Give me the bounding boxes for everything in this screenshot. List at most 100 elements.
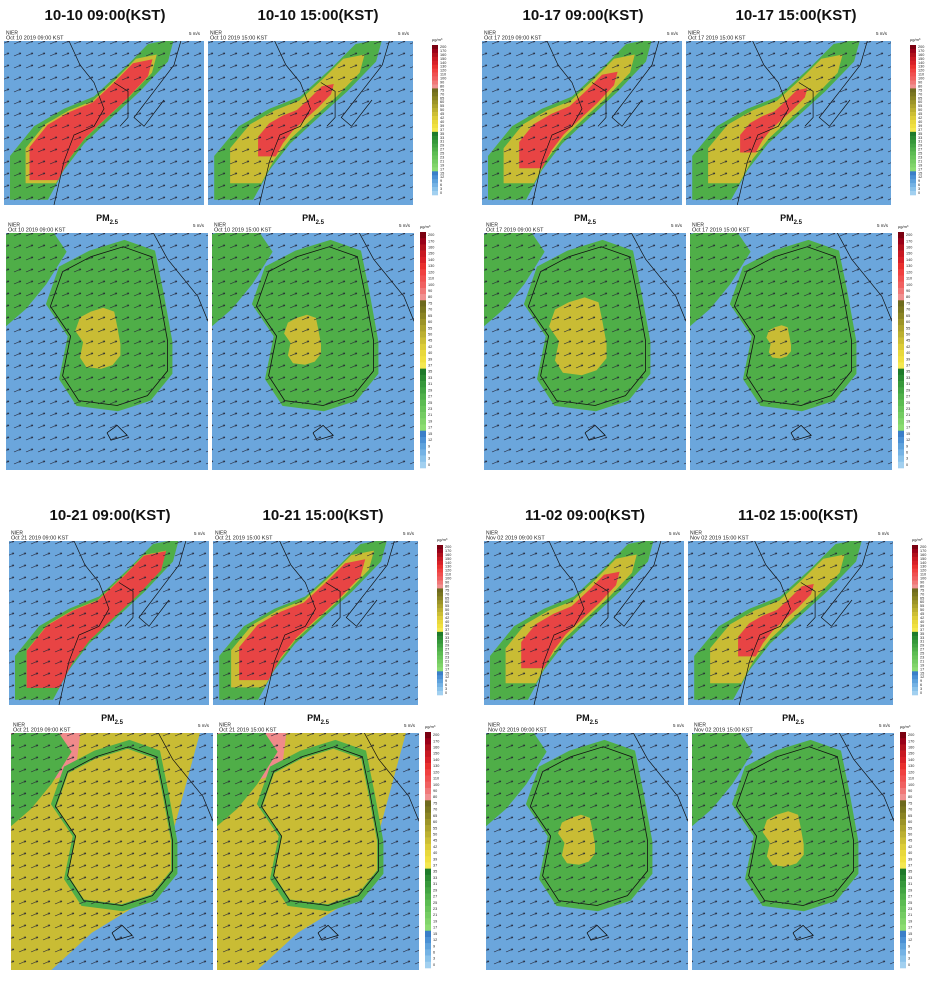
legend-swatch: [898, 306, 904, 314]
legend-label: 70: [440, 92, 444, 96]
legend-swatch: [910, 155, 916, 160]
legend-label: 50: [433, 832, 437, 836]
legend-swatch: [425, 943, 431, 950]
legend-swatch: [900, 775, 906, 782]
legend-swatch: [432, 112, 438, 117]
legend-label: 42: [918, 116, 922, 120]
legend-swatch: [898, 238, 904, 245]
legend-swatch: [420, 325, 426, 332]
legend-swatch: [900, 943, 906, 950]
legend-label: 0: [906, 463, 908, 467]
legend-swatch: [900, 738, 906, 745]
panel-title: 11-02 09:00(KST): [525, 507, 645, 524]
map: [4, 30, 204, 205]
legend-label: 110: [920, 573, 926, 577]
legend-label: 15: [920, 671, 924, 675]
legend-label: 31: [908, 882, 912, 886]
legend-swatch: [910, 52, 916, 58]
legend-swatch: [910, 92, 916, 97]
map: [217, 722, 419, 970]
legend-swatch: [898, 337, 904, 345]
legend-label: 45: [920, 612, 924, 616]
legend-swatch: [432, 104, 438, 109]
legend-swatch: [912, 588, 918, 593]
legend-label: 29: [906, 388, 910, 392]
legend-label: 70: [908, 808, 912, 812]
legend-swatch: [420, 393, 426, 400]
legend-label: 3: [920, 687, 922, 691]
legend-label: 200: [918, 45, 924, 49]
legend-swatch: [912, 675, 918, 680]
legend-swatch: [437, 616, 443, 621]
map-stamp: Oct 17 2019 15:00 KST: [692, 227, 750, 233]
legend-label: 39: [445, 624, 449, 628]
map: [212, 222, 414, 470]
legend-label: 35: [906, 370, 910, 374]
legend-label: 15: [433, 932, 437, 936]
legend-swatch: [900, 868, 906, 876]
legend-swatch: [898, 387, 904, 394]
legend-swatch: [912, 604, 918, 609]
legend-swatch: [420, 362, 426, 369]
legend-swatch: [437, 635, 443, 641]
pm-main: PM: [782, 713, 796, 723]
legend-swatch: [912, 639, 918, 644]
legend-swatch: [425, 738, 431, 745]
legend-label: 37: [428, 364, 432, 368]
legend-label: 110: [918, 73, 924, 77]
pm-main: PM: [307, 713, 321, 723]
legend-swatch: [437, 584, 443, 589]
legend-label: 65: [440, 96, 444, 100]
map-header: [213, 530, 418, 541]
legend-label: 27: [920, 648, 924, 652]
legend-label: 12: [440, 175, 444, 179]
legend-label: 21: [908, 913, 912, 917]
legend-swatch: [437, 639, 443, 644]
legend-swatch: [900, 887, 906, 894]
legend-label: 65: [908, 814, 912, 818]
legend-label: 21: [433, 913, 437, 917]
legend-swatch: [912, 608, 918, 613]
legend-swatch: [910, 84, 916, 89]
legend-swatch: [437, 568, 443, 573]
legend-swatch: [437, 592, 443, 597]
legend-swatch: [898, 331, 904, 338]
legend-swatch: [910, 80, 916, 85]
legend-label: 75: [918, 88, 922, 92]
legend-swatch: [420, 412, 426, 419]
legend-swatch: [420, 381, 426, 388]
map-header: [486, 722, 688, 733]
legend-swatch: [898, 461, 904, 469]
legend-swatch: [898, 443, 904, 450]
legend-label: 23: [445, 656, 449, 660]
legend-label: 45: [906, 339, 910, 343]
map-stamp: Oct 21 2019 15:00 KST: [219, 727, 277, 733]
map-header: [690, 222, 892, 233]
legend-swatch: [432, 175, 438, 180]
legend-swatch: [900, 837, 906, 845]
legend-swatch: [425, 930, 431, 938]
legend-swatch: [420, 374, 426, 382]
legend-label: 25: [908, 901, 912, 905]
legend-label: 170: [918, 49, 924, 53]
legend-swatch: [437, 667, 443, 672]
pm-label: PM2.5: [101, 713, 124, 725]
legend-swatch: [912, 683, 918, 688]
legend-swatch: [425, 862, 431, 869]
legend-label: 25: [918, 152, 922, 156]
legend-swatch: [912, 564, 918, 569]
legend-label: 130: [445, 565, 451, 569]
map: [484, 222, 686, 470]
legend-label: 50: [906, 332, 910, 336]
map-org: NIER: [6, 30, 18, 36]
wind-field: [9, 530, 209, 705]
legend-label: 15: [440, 171, 444, 175]
map: [6, 222, 208, 470]
map-org: NIER: [692, 222, 704, 228]
legend-swatch: [437, 620, 443, 625]
map-stamp: Oct 10 2019 15:00 KST: [210, 35, 268, 41]
pm-sub: 2.5: [316, 220, 325, 226]
legend-swatch: [900, 850, 906, 857]
wind-field: [11, 722, 213, 970]
